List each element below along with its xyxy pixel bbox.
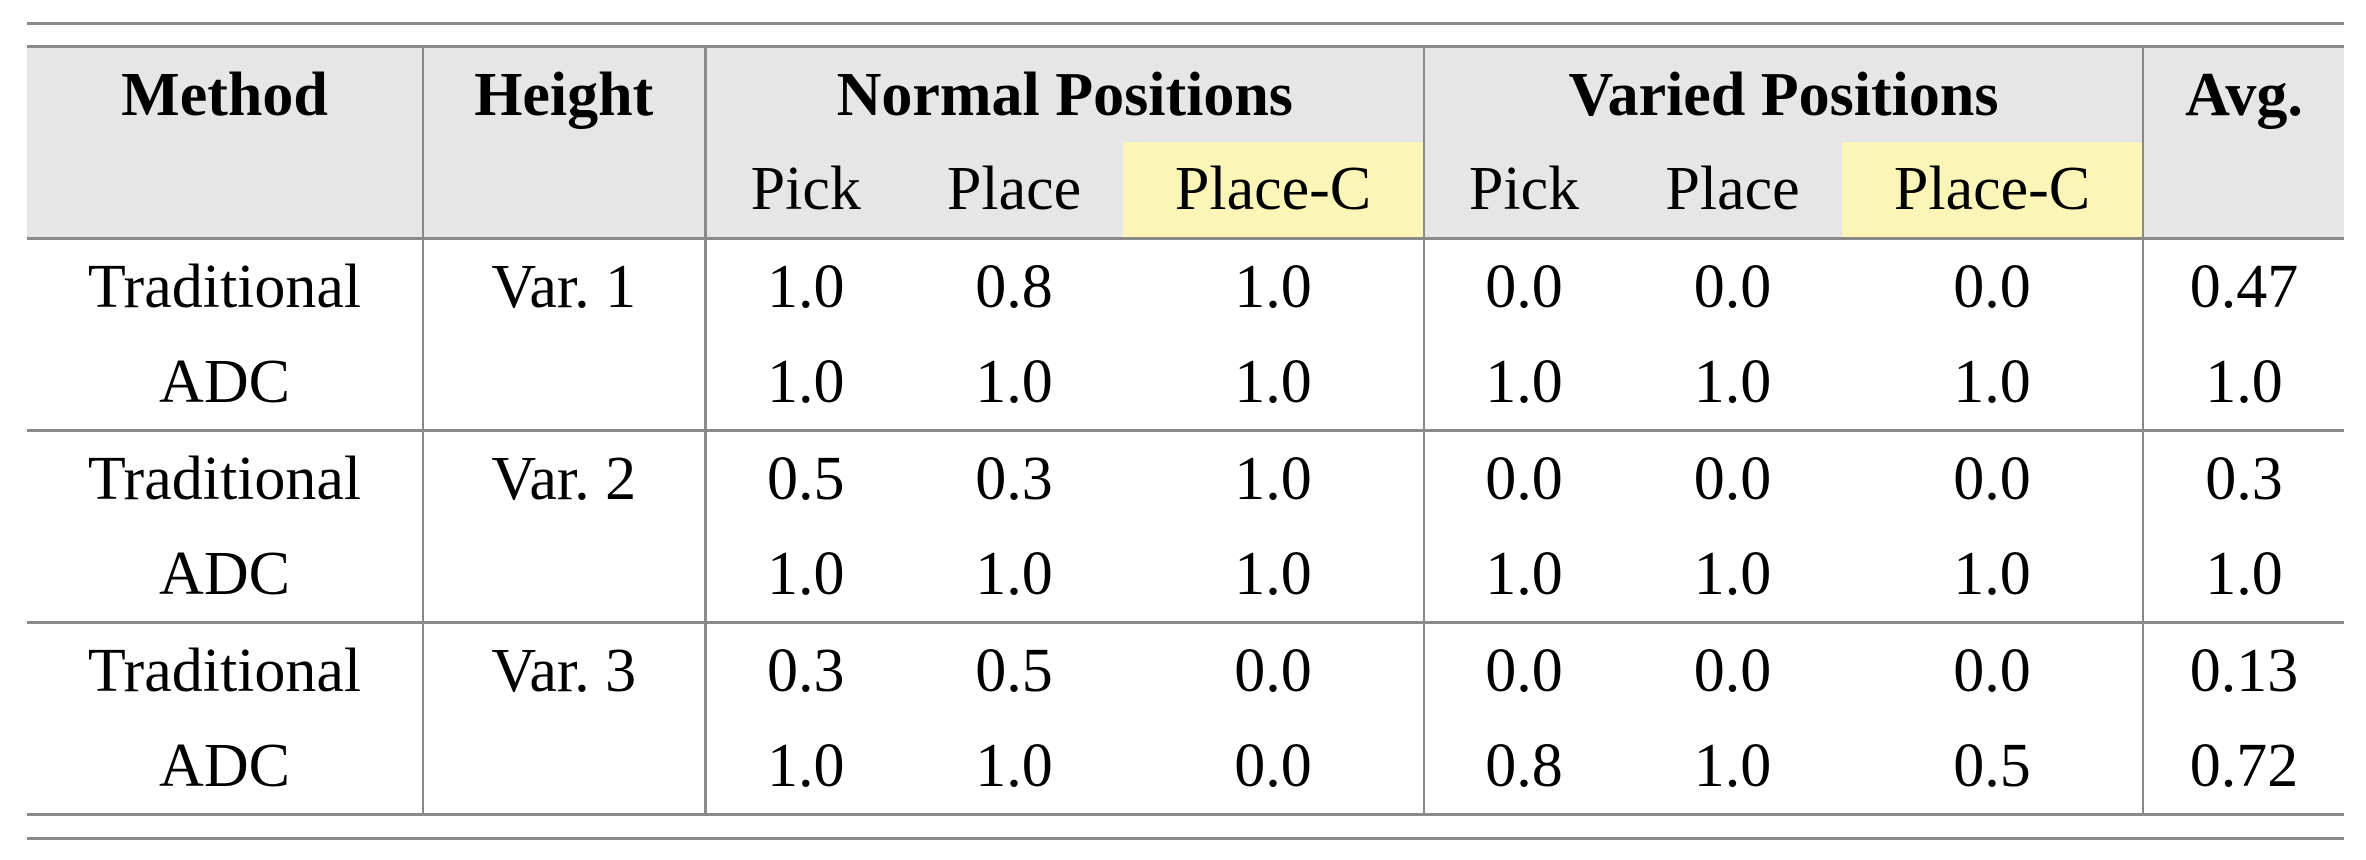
table-row: ADC 1.0 1.0 0.0 0.8 1.0 0.5 0.72 xyxy=(27,718,2345,816)
cell-normal-pick: 0.5 xyxy=(703,430,905,527)
cell-varied-pick: 0.0 xyxy=(1423,238,1624,335)
subheader-normal-place-c: Place-C xyxy=(1123,141,1425,240)
subheader-normal-pick: Pick xyxy=(703,141,905,240)
cell-method: ADC xyxy=(27,718,423,816)
cell-varied-place-c: 1.0 xyxy=(1842,526,2144,624)
cell-normal-pick: 1.0 xyxy=(703,526,905,624)
cell-avg: 1.0 xyxy=(2142,526,2345,624)
top-rule xyxy=(27,22,2344,25)
cell-height: Var. 2 xyxy=(422,430,705,527)
table-row: Traditional Var. 2 0.5 0.3 1.0 0.0 0.0 0.0 0.3 xyxy=(27,430,2345,527)
cell-varied-place-c: 0.5 xyxy=(1842,718,2144,816)
cell-normal-place: 0.3 xyxy=(975,445,1053,514)
cell-avg: 0.72 xyxy=(2142,718,2345,816)
subheader-varied-place-c: Place-C xyxy=(1842,141,2144,240)
cell-varied-pick: 0.0 xyxy=(1423,622,1624,719)
cell-method: Traditional xyxy=(87,253,362,322)
cell-height: Var. 3 xyxy=(422,622,705,719)
table-body: Traditional Var. 1 1.0 0.8 1.0 0.0 0.0 0.0 0.47 A… xyxy=(27,238,2345,816)
cell-method: Traditional xyxy=(87,445,362,514)
cell-avg: 0.13 xyxy=(2142,622,2345,719)
cell-normal-place: 1.0 xyxy=(905,334,1123,432)
cell-varied-pick: 0.0 xyxy=(1423,430,1624,527)
cell-height xyxy=(422,718,705,816)
cell-normal-place: 0.5 xyxy=(975,637,1053,706)
results-table: Method Height Normal Positions Varied Po… xyxy=(27,45,2345,816)
bottom-rule xyxy=(27,837,2344,840)
cell-normal-pick: 0.3 xyxy=(703,622,905,719)
cell-varied-pick: 1.0 xyxy=(1423,526,1624,624)
cell-normal-place-c: 1.0 xyxy=(1123,334,1425,432)
cell-avg: 0.3 xyxy=(2142,430,2345,527)
subheader-varied-place: Place xyxy=(1623,141,1843,240)
cell-normal-place-c: 0.0 xyxy=(1234,637,1312,706)
cell-varied-place: 0.0 xyxy=(1693,253,1772,322)
cell-varied-place-c: 0.0 xyxy=(1953,445,2031,514)
subheader-varied-pick: Pick xyxy=(1423,141,1624,240)
cell-height xyxy=(422,526,705,624)
header-varied-positions: Varied Positions xyxy=(1423,46,2144,142)
header-normal-positions: Normal Positions xyxy=(703,46,1425,142)
cell-normal-place: 0.8 xyxy=(975,253,1053,322)
header-avg: Avg. xyxy=(2142,46,2345,142)
header-method-blank xyxy=(27,141,423,240)
cell-normal-pick: 1.0 xyxy=(703,334,905,432)
table-row: Traditional Var. 3 0.3 0.5 0.0 0.0 0.0 0.0 0.13 xyxy=(27,622,2345,719)
cell-method: ADC xyxy=(27,526,423,624)
cell-normal-place-c: 1.0 xyxy=(1234,253,1312,322)
cell-normal-place-c: 1.0 xyxy=(1123,526,1425,624)
cell-normal-place-c: 0.0 xyxy=(1123,718,1425,816)
cell-varied-place: 0.0 xyxy=(1693,445,1772,514)
cell-varied-place-c: 1.0 xyxy=(1842,334,2144,432)
cell-method: Traditional xyxy=(87,637,362,706)
cell-varied-place: 1.0 xyxy=(1623,718,1843,816)
cell-varied-place: 1.0 xyxy=(1623,334,1843,432)
header-height: Height xyxy=(422,46,705,142)
header-height-blank xyxy=(422,141,705,240)
cell-normal-place: 1.0 xyxy=(905,718,1123,816)
header-avg-blank xyxy=(2142,141,2345,240)
cell-method: ADC xyxy=(27,334,423,432)
cell-varied-pick: 1.0 xyxy=(1423,334,1624,432)
cell-normal-pick: 1.0 xyxy=(703,718,905,816)
cell-height: Var. 1 xyxy=(422,238,705,335)
cell-varied-place-c: 0.0 xyxy=(1953,637,2031,706)
table-row: Traditional Var. 1 1.0 0.8 1.0 0.0 0.0 0.0 0.47 xyxy=(27,238,2345,335)
cell-varied-pick: 0.8 xyxy=(1423,718,1624,816)
cell-normal-place-c: 1.0 xyxy=(1234,445,1312,514)
cell-varied-place: 1.0 xyxy=(1623,526,1843,624)
cell-varied-place: 0.0 xyxy=(1693,637,1772,706)
table-row: ADC 1.0 1.0 1.0 1.0 1.0 1.0 1.0 xyxy=(27,334,2345,432)
table-row: ADC 1.0 1.0 1.0 1.0 1.0 1.0 1.0 xyxy=(27,526,2345,624)
cell-height xyxy=(422,334,705,432)
cell-normal-pick: 1.0 xyxy=(703,238,905,335)
cell-avg: 0.47 xyxy=(2142,238,2345,335)
cell-varied-place-c: 0.0 xyxy=(1953,253,2031,322)
header-method: Method xyxy=(121,60,328,129)
cell-avg: 1.0 xyxy=(2142,334,2345,432)
subheader-normal-place: Place xyxy=(905,141,1123,240)
cell-normal-place: 1.0 xyxy=(905,526,1123,624)
